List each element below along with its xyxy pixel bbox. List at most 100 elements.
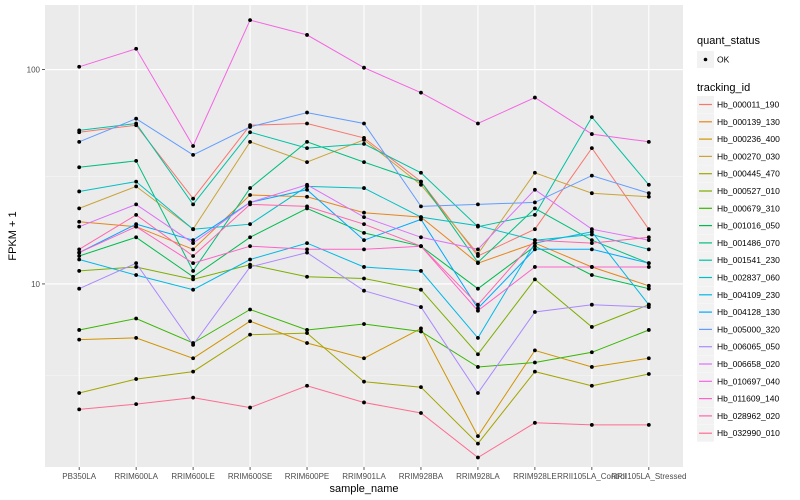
legend-title-tracking-id: tracking_id xyxy=(697,82,750,94)
x-tick-label: RRII105LA_Control xyxy=(557,472,627,481)
data-point xyxy=(476,252,480,256)
x-tick-label: RRIM901LA xyxy=(342,472,386,481)
legend-title-quant-status: quant_status xyxy=(697,35,760,47)
data-point xyxy=(191,369,196,374)
data-point xyxy=(305,110,309,115)
data-point xyxy=(419,269,423,273)
data-point xyxy=(248,265,252,269)
data-point xyxy=(191,395,196,400)
data-point xyxy=(476,455,480,460)
data-point xyxy=(305,328,309,332)
data-point xyxy=(77,254,82,258)
x-axis-title: sample_name xyxy=(329,483,398,495)
data-point xyxy=(532,247,537,252)
legend-label: Hb_010697_040 xyxy=(717,376,780,386)
data-point xyxy=(646,265,651,269)
data-point xyxy=(134,158,139,163)
legend-label: Hb_000011_190 xyxy=(717,100,780,110)
data-point xyxy=(305,241,309,246)
data-point xyxy=(191,227,196,232)
data-point xyxy=(589,325,594,329)
data-point xyxy=(589,238,594,243)
data-point xyxy=(362,137,366,142)
data-point xyxy=(532,238,537,243)
data-point xyxy=(77,128,82,133)
legend-label: Hb_000445_470 xyxy=(717,169,780,179)
data-point xyxy=(589,423,594,427)
data-point xyxy=(248,257,252,262)
data-point xyxy=(134,212,139,217)
data-point xyxy=(305,194,309,199)
data-point xyxy=(476,434,480,439)
data-point xyxy=(646,305,651,309)
data-point xyxy=(134,316,139,321)
data-point xyxy=(77,286,82,291)
data-point xyxy=(419,179,423,184)
data-point xyxy=(305,146,309,151)
legend-label: Hb_006065_050 xyxy=(717,342,780,352)
legend-label: Hb_001541_230 xyxy=(717,255,780,265)
data-point xyxy=(419,385,423,390)
data-point xyxy=(419,170,423,175)
data-point xyxy=(419,90,423,95)
legend-label: Hb_001016_050 xyxy=(717,221,780,231)
data-point xyxy=(191,287,196,292)
data-point xyxy=(305,383,309,388)
data-point xyxy=(646,283,651,288)
data-point xyxy=(476,121,480,126)
data-point xyxy=(532,310,537,314)
x-tick-label: RRIM600PE xyxy=(285,472,329,481)
data-point xyxy=(248,244,252,249)
data-point xyxy=(77,250,82,255)
data-point xyxy=(646,182,651,187)
x-tick-label: RRIM928LA xyxy=(456,472,500,481)
data-point xyxy=(589,273,594,277)
legend-label: Hb_002837_060 xyxy=(717,273,780,283)
data-point xyxy=(77,407,82,412)
data-point xyxy=(532,200,537,205)
data-point xyxy=(305,139,309,144)
data-point xyxy=(589,229,594,234)
data-point xyxy=(248,307,252,312)
data-point xyxy=(476,308,480,313)
data-point xyxy=(77,224,82,229)
data-point xyxy=(532,227,537,232)
data-point xyxy=(362,230,366,235)
data-point xyxy=(77,337,82,342)
data-point xyxy=(191,241,196,246)
data-point xyxy=(646,328,651,332)
data-point xyxy=(77,64,82,69)
legend-label: Hb_000679_310 xyxy=(717,203,780,213)
legend: quant_status OK tracking_id Hb_000011_19… xyxy=(697,35,780,442)
legend-entries: Hb_000011_190 Hb_000139_130 Hb_000236_400 H… xyxy=(697,96,780,442)
data-point xyxy=(532,369,537,374)
data-point xyxy=(77,269,82,273)
data-point xyxy=(646,423,651,427)
data-point xyxy=(646,235,651,240)
data-point xyxy=(191,202,196,207)
data-point xyxy=(646,191,651,196)
data-point xyxy=(77,206,82,211)
data-point xyxy=(134,202,139,207)
data-point xyxy=(589,365,594,369)
data-point xyxy=(362,238,366,243)
data-point xyxy=(419,305,423,309)
legend-label: Hb_000527_010 xyxy=(717,186,780,196)
y-axis-title: FPKM + 1 xyxy=(7,211,19,260)
data-point xyxy=(476,352,480,357)
data-point xyxy=(362,121,366,126)
y-tick-label: 10 xyxy=(31,280,40,289)
data-point xyxy=(532,277,537,282)
data-point xyxy=(646,247,651,252)
data-point xyxy=(362,322,366,326)
data-point xyxy=(589,146,594,151)
data-point xyxy=(532,170,537,175)
data-point xyxy=(77,139,82,144)
data-point xyxy=(589,265,594,269)
data-point xyxy=(191,144,196,148)
legend-label: Hb_032990_010 xyxy=(717,428,780,438)
data-point xyxy=(134,46,139,51)
data-point xyxy=(419,329,423,334)
data-point xyxy=(532,187,537,192)
x-tick-label: RRIM600LE xyxy=(171,472,215,481)
